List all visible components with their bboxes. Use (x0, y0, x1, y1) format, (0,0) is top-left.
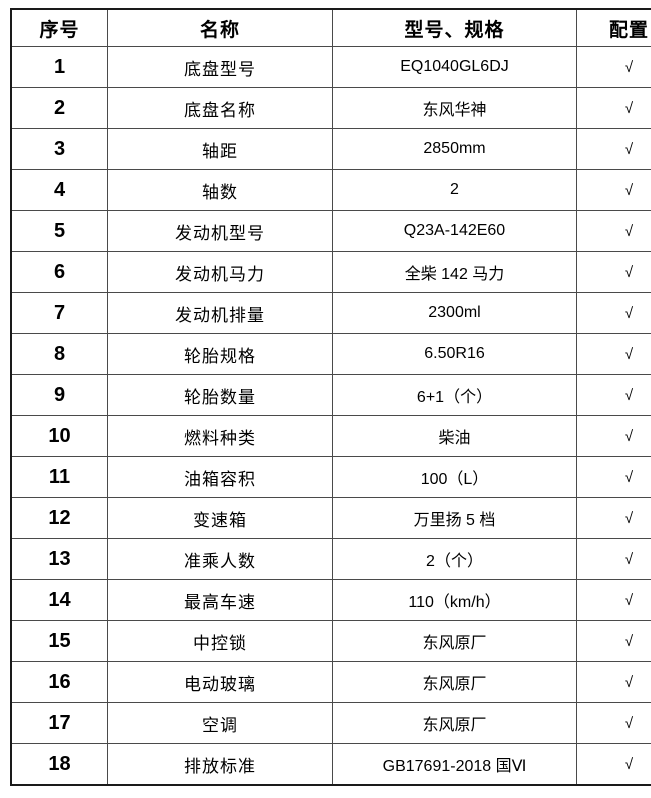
item-spec-value: 6.50R16 (332, 333, 577, 375)
item-spec-value: 2850mm (332, 128, 577, 170)
check-mark: √ (576, 292, 651, 334)
check-mark: √ (576, 169, 651, 211)
item-spec-value: 东风原厂 (332, 620, 577, 662)
check-mark: √ (576, 46, 651, 88)
item-name: 轮胎规格 (107, 333, 333, 375)
check-mark: √ (576, 87, 651, 129)
item-name: 发动机型号 (107, 210, 333, 252)
item-name: 变速箱 (107, 497, 333, 539)
item-spec-value: 柴油 (332, 415, 577, 457)
item-name: 准乘人数 (107, 538, 333, 580)
item-spec-value: 全柴 142 马力 (332, 251, 577, 293)
item-spec-value: EQ1040GL6DJ (332, 46, 577, 88)
row-number: 16 (10, 661, 108, 703)
table-row: 18 排放标准 GB17691-2018 国Ⅵ √ (10, 743, 651, 786)
row-number: 4 (10, 169, 108, 211)
check-mark: √ (576, 579, 651, 621)
check-mark: √ (576, 661, 651, 703)
table-row: 11 油箱容积 100（L） √ (10, 456, 651, 498)
item-name: 轴数 (107, 169, 333, 211)
item-spec-value: 东风华神 (332, 87, 577, 129)
item-spec-value: 110（km/h） (332, 579, 577, 621)
row-number: 8 (10, 333, 108, 375)
table-row: 9 轮胎数量 6+1（个） √ (10, 374, 651, 416)
row-number: 7 (10, 292, 108, 334)
row-number: 14 (10, 579, 108, 621)
item-name: 燃料种类 (107, 415, 333, 457)
table-row: 6 发动机马力 全柴 142 马力 √ (10, 251, 651, 293)
check-mark: √ (576, 702, 651, 744)
item-name: 空调 (107, 702, 333, 744)
row-number: 2 (10, 87, 108, 129)
column-header-index: 序号 (10, 8, 108, 47)
row-number: 5 (10, 210, 108, 252)
item-spec-value: 2300ml (332, 292, 577, 334)
item-name: 发动机马力 (107, 251, 333, 293)
item-spec-value: 100（L） (332, 456, 577, 498)
row-number: 13 (10, 538, 108, 580)
column-header-config: 配置 (576, 8, 651, 47)
row-number: 3 (10, 128, 108, 170)
check-mark: √ (576, 456, 651, 498)
check-mark: √ (576, 620, 651, 662)
table-row: 1 底盘型号 EQ1040GL6DJ √ (10, 46, 651, 88)
item-name: 排放标准 (107, 743, 333, 786)
row-number: 10 (10, 415, 108, 457)
table-row: 10 燃料种类 柴油 √ (10, 415, 651, 457)
table-row: 4 轴数 2 √ (10, 169, 651, 211)
table-row: 14 最高车速 110（km/h） √ (10, 579, 651, 621)
item-name: 油箱容积 (107, 456, 333, 498)
check-mark: √ (576, 251, 651, 293)
item-spec-value: 东风原厂 (332, 661, 577, 703)
row-number: 9 (10, 374, 108, 416)
check-mark: √ (576, 415, 651, 457)
item-name: 发动机排量 (107, 292, 333, 334)
vehicle-spec-table: 序号 名称 型号、规格 配置 1 底盘型号 EQ1040GL6DJ √ 2 底盘… (10, 8, 651, 786)
check-mark: √ (576, 333, 651, 375)
check-mark: √ (576, 497, 651, 539)
item-spec-value: Q23A-142E60 (332, 210, 577, 252)
column-header-spec: 型号、规格 (332, 8, 577, 47)
table-row: 17 空调 东风原厂 √ (10, 702, 651, 744)
item-spec-value: 2（个） (332, 538, 577, 580)
item-name: 中控锁 (107, 620, 333, 662)
column-header-name: 名称 (107, 8, 333, 47)
item-spec-value: 东风原厂 (332, 702, 577, 744)
row-number: 6 (10, 251, 108, 293)
header-row: 序号 名称 型号、规格 配置 (10, 8, 651, 47)
item-spec-value: GB17691-2018 国Ⅵ (332, 743, 577, 786)
row-number: 11 (10, 456, 108, 498)
table-row: 7 发动机排量 2300ml √ (10, 292, 651, 334)
table-row: 5 发动机型号 Q23A-142E60 √ (10, 210, 651, 252)
table-row: 12 变速箱 万里扬 5 档 √ (10, 497, 651, 539)
row-number: 12 (10, 497, 108, 539)
table-row: 3 轴距 2850mm √ (10, 128, 651, 170)
table-row: 16 电动玻璃 东风原厂 √ (10, 661, 651, 703)
check-mark: √ (576, 743, 651, 786)
table-row: 8 轮胎规格 6.50R16 √ (10, 333, 651, 375)
check-mark: √ (576, 210, 651, 252)
table-row: 2 底盘名称 东风华神 √ (10, 87, 651, 129)
table-row: 15 中控锁 东风原厂 √ (10, 620, 651, 662)
item-spec-value: 6+1（个） (332, 374, 577, 416)
table-row: 13 准乘人数 2（个） √ (10, 538, 651, 580)
item-name: 轴距 (107, 128, 333, 170)
check-mark: √ (576, 538, 651, 580)
check-mark: √ (576, 128, 651, 170)
item-name: 底盘名称 (107, 87, 333, 129)
item-spec-value: 2 (332, 169, 577, 211)
item-name: 电动玻璃 (107, 661, 333, 703)
item-name: 轮胎数量 (107, 374, 333, 416)
row-number: 1 (10, 46, 108, 88)
row-number: 15 (10, 620, 108, 662)
item-name: 最高车速 (107, 579, 333, 621)
row-number: 18 (10, 743, 108, 786)
item-name: 底盘型号 (107, 46, 333, 88)
check-mark: √ (576, 374, 651, 416)
item-spec-value: 万里扬 5 档 (332, 497, 577, 539)
row-number: 17 (10, 702, 108, 744)
